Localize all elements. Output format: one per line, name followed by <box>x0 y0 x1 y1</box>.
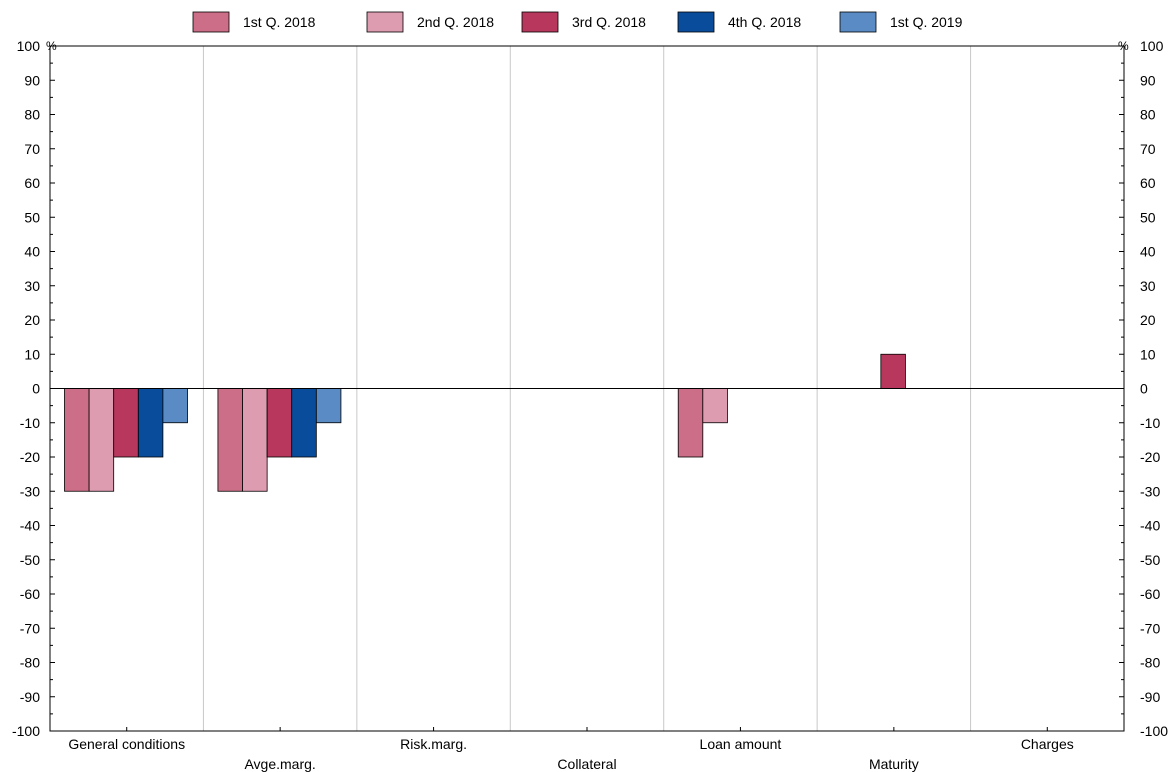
bar <box>702 388 728 424</box>
y-tick-label-right: -100 <box>1140 723 1168 739</box>
bar <box>880 353 906 389</box>
y-tick-label-right: 70 <box>1140 141 1156 157</box>
bar <box>217 388 243 492</box>
axes <box>49 45 1125 732</box>
legend-swatch <box>677 11 715 33</box>
y-tick-label-left: -10 <box>20 415 40 431</box>
legend-label: 1st Q. 2018 <box>243 14 316 30</box>
category-label: Avge.marg. <box>244 756 315 772</box>
y-tick-label-left: -90 <box>20 689 40 705</box>
y-tick-label-left: 40 <box>24 244 40 260</box>
legend-swatch <box>366 11 404 33</box>
bars <box>64 353 906 492</box>
y-tick-label-right: -10 <box>1140 415 1160 431</box>
bar <box>266 388 293 458</box>
category-label: Charges <box>1021 736 1074 752</box>
legend-swatch <box>192 11 230 33</box>
y-tick-label-left: -30 <box>20 483 40 499</box>
category-label: Maturity <box>869 756 919 772</box>
y-tick-label-right: 10 <box>1140 346 1156 362</box>
y-tick-label-left: 90 <box>24 72 40 88</box>
y-tick-label-right: 20 <box>1140 312 1156 328</box>
left-y-axis: 1009080706050403020100-10-20-30-40-50-60… <box>12 38 55 739</box>
category-label: Loan amount <box>700 736 782 752</box>
category-label: General conditions <box>68 736 185 752</box>
legend-label: 4th Q. 2018 <box>728 14 801 30</box>
y-tick-label-right: -40 <box>1140 518 1160 534</box>
y-tick-label-right: -90 <box>1140 689 1160 705</box>
y-tick-label-right: -80 <box>1140 655 1160 671</box>
legend-label: 2nd Q. 2018 <box>417 14 494 30</box>
y-tick-label-left: 100 <box>17 38 41 54</box>
category-label: Risk.marg. <box>400 736 467 752</box>
y-tick-label-right: 60 <box>1140 175 1156 191</box>
bar <box>291 388 317 458</box>
y-tick-label-left: -20 <box>20 449 40 465</box>
category-labels: General conditions Avge.marg. Risk.marg. Co… <box>68 736 1073 772</box>
y-tick-label-right: -20 <box>1140 449 1160 465</box>
right-y-axis: 1009080706050403020100-10-20-30-40-50-60… <box>1119 38 1168 739</box>
legend-label: 1st Q. 2019 <box>890 14 963 30</box>
y-tick-label-left: 50 <box>24 209 40 225</box>
bar <box>88 388 115 492</box>
right-unit-label: % <box>1118 39 1129 53</box>
y-tick-label-left: -60 <box>20 586 40 602</box>
bar <box>315 388 342 424</box>
legend-swatch <box>839 11 877 33</box>
y-tick-label-left: -40 <box>20 518 40 534</box>
legend-swatch <box>521 11 559 33</box>
y-tick-label-left: 10 <box>24 346 40 362</box>
bar <box>162 388 188 424</box>
y-tick-label-right: 0 <box>1140 381 1148 397</box>
bar <box>113 388 139 458</box>
y-tick-label-left: -50 <box>20 552 40 568</box>
y-tick-label-right: -60 <box>1140 586 1160 602</box>
y-tick-label-left: -100 <box>12 723 40 739</box>
bar <box>677 388 704 458</box>
y-tick-label-right: -50 <box>1140 552 1160 568</box>
bar <box>64 388 90 492</box>
y-tick-label-left: 80 <box>24 107 40 123</box>
bar <box>137 388 164 458</box>
y-tick-label-left: 30 <box>24 278 40 294</box>
y-tick-label-left: -80 <box>20 655 40 671</box>
y-tick-label-right: 80 <box>1140 107 1156 123</box>
y-tick-label-left: 20 <box>24 312 40 328</box>
y-tick-label-right: 100 <box>1140 38 1164 54</box>
y-tick-label-right: 40 <box>1140 244 1156 260</box>
y-tick-label-left: -70 <box>20 620 40 636</box>
y-tick-label-left: 0 <box>32 381 40 397</box>
y-tick-label-right: 90 <box>1140 72 1156 88</box>
y-tick-label-right: 50 <box>1140 209 1156 225</box>
y-tick-label-right: -30 <box>1140 483 1160 499</box>
y-tick-label-left: 70 <box>24 141 40 157</box>
bar <box>242 388 268 492</box>
legend: 1st Q. 2018 2nd Q. 2018 3rd Q. 2018 4th Q. … <box>192 11 963 33</box>
left-unit-label: % <box>46 39 57 53</box>
category-label: Collateral <box>557 756 616 772</box>
y-tick-label-right: -70 <box>1140 620 1160 636</box>
y-tick-label-left: 60 <box>24 175 40 191</box>
y-tick-label-right: 30 <box>1140 278 1156 294</box>
legend-label: 3rd Q. 2018 <box>572 14 646 30</box>
